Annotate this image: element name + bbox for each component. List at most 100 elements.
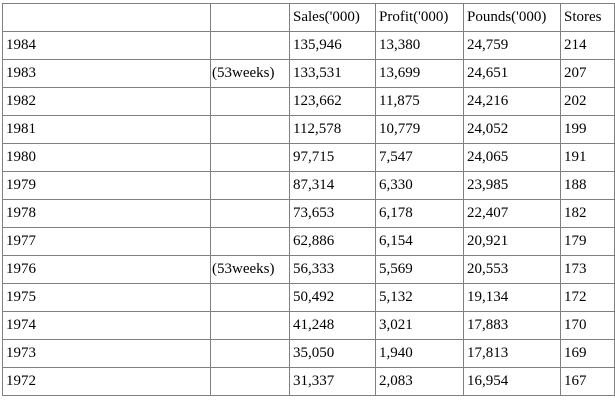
sales-cell: 62,886 <box>289 227 376 256</box>
sales-cell: 73,653 <box>289 199 376 228</box>
profit-cell: 6,330 <box>375 171 464 200</box>
sales-cell: 41,248 <box>289 311 376 340</box>
profit-cell: 13,699 <box>375 59 464 88</box>
table-row: 1972 31,337 2,083 16,954 167 <box>2 367 615 396</box>
year-cell: 1975 <box>2 283 211 312</box>
pounds-cell: 24,651 <box>463 59 561 88</box>
table-row: 1973 35,050 1,940 17,813 169 <box>2 339 615 368</box>
year-cell: 1979 <box>2 171 211 200</box>
note-header <box>210 3 290 32</box>
note-cell <box>210 143 290 172</box>
year-header <box>2 3 211 32</box>
note-cell: (53weeks) <box>210 255 290 284</box>
year-cell: 1981 <box>2 115 211 144</box>
stores-cell: 169 <box>560 339 615 368</box>
note-cell <box>210 367 290 396</box>
pounds-cell: 17,813 <box>463 339 561 368</box>
sales-cell: 56,333 <box>289 255 376 284</box>
sales-cell: 135,946 <box>289 31 376 60</box>
note-cell <box>210 283 290 312</box>
year-cell: 1980 <box>2 143 211 172</box>
year-cell: 1974 <box>2 311 211 340</box>
year-cell: 1978 <box>2 199 211 228</box>
pounds-cell: 20,921 <box>463 227 561 256</box>
table-row: 1974 41,248 3,021 17,883 170 <box>2 311 615 340</box>
profit-cell: 7,547 <box>375 143 464 172</box>
sales-cell: 133,531 <box>289 59 376 88</box>
stores-cell: 214 <box>560 31 615 60</box>
table-row: 1980 97,715 7,547 24,065 191 <box>2 143 615 172</box>
year-cell: 1984 <box>2 31 211 60</box>
stores-cell: 199 <box>560 115 615 144</box>
sales-cell: 35,050 <box>289 339 376 368</box>
profit-header: Profit('000) <box>375 3 464 32</box>
profit-cell: 2,083 <box>375 367 464 396</box>
table-row: 1984 135,946 13,380 24,759 214 <box>2 31 615 60</box>
pounds-cell: 23,985 <box>463 171 561 200</box>
pounds-cell: 17,883 <box>463 311 561 340</box>
pounds-cell: 24,052 <box>463 115 561 144</box>
sales-cell: 87,314 <box>289 171 376 200</box>
note-cell <box>210 339 290 368</box>
note-cell: (53weeks) <box>210 59 290 88</box>
year-cell: 1983 <box>2 59 211 88</box>
stores-cell: 172 <box>560 283 615 312</box>
note-cell <box>210 199 290 228</box>
financial-history-table: Sales('000) Profit('000) Pounds('000) Store… <box>2 3 615 396</box>
note-cell <box>210 87 290 116</box>
stores-cell: 170 <box>560 311 615 340</box>
header-row: Sales('000) Profit('000) Pounds('000) Store… <box>2 3 615 32</box>
stores-cell: 179 <box>560 227 615 256</box>
profit-cell: 3,021 <box>375 311 464 340</box>
stores-cell: 167 <box>560 367 615 396</box>
pounds-cell: 19,134 <box>463 283 561 312</box>
sales-cell: 50,492 <box>289 283 376 312</box>
note-cell <box>210 311 290 340</box>
table-row: 1982 123,662 11,875 24,216 202 <box>2 87 615 116</box>
table-row: 1983 (53weeks) 133,531 13,699 24,651 207 <box>2 59 615 88</box>
stores-cell: 173 <box>560 255 615 284</box>
profit-cell: 6,154 <box>375 227 464 256</box>
stores-cell: 191 <box>560 143 615 172</box>
pounds-header: Pounds('000) <box>463 3 561 32</box>
note-cell <box>210 227 290 256</box>
stores-cell: 188 <box>560 171 615 200</box>
profit-cell: 11,875 <box>375 87 464 116</box>
sales-cell: 123,662 <box>289 87 376 116</box>
year-cell: 1982 <box>2 87 211 116</box>
sales-cell: 97,715 <box>289 143 376 172</box>
pounds-cell: 24,759 <box>463 31 561 60</box>
sales-cell: 112,578 <box>289 115 376 144</box>
profit-cell: 10,779 <box>375 115 464 144</box>
table-body: Sales('000) Profit('000) Pounds('000) Store… <box>2 3 615 396</box>
stores-cell: 182 <box>560 199 615 228</box>
pounds-cell: 24,216 <box>463 87 561 116</box>
profit-cell: 1,940 <box>375 339 464 368</box>
table-row: 1979 87,314 6,330 23,985 188 <box>2 171 615 200</box>
note-cell <box>210 171 290 200</box>
stores-cell: 202 <box>560 87 615 116</box>
profit-cell: 5,569 <box>375 255 464 284</box>
table-row: 1976 (53weeks) 56,333 5,569 20,553 173 <box>2 255 615 284</box>
note-cell <box>210 115 290 144</box>
year-cell: 1972 <box>2 367 211 396</box>
pounds-cell: 24,065 <box>463 143 561 172</box>
table-row: 1975 50,492 5,132 19,134 172 <box>2 283 615 312</box>
pounds-cell: 22,407 <box>463 199 561 228</box>
profit-cell: 5,132 <box>375 283 464 312</box>
year-cell: 1976 <box>2 255 211 284</box>
table-row: 1978 73,653 6,178 22,407 182 <box>2 199 615 228</box>
profit-cell: 6,178 <box>375 199 464 228</box>
note-cell <box>210 31 290 60</box>
sales-cell: 31,337 <box>289 367 376 396</box>
pounds-cell: 20,553 <box>463 255 561 284</box>
stores-cell: 207 <box>560 59 615 88</box>
table-row: 1981 112,578 10,779 24,052 199 <box>2 115 615 144</box>
profit-cell: 13,380 <box>375 31 464 60</box>
pounds-cell: 16,954 <box>463 367 561 396</box>
year-cell: 1977 <box>2 227 211 256</box>
table-row: 1977 62,886 6,154 20,921 179 <box>2 227 615 256</box>
stores-header: Stores <box>560 3 615 32</box>
year-cell: 1973 <box>2 339 211 368</box>
sales-header: Sales('000) <box>289 3 376 32</box>
